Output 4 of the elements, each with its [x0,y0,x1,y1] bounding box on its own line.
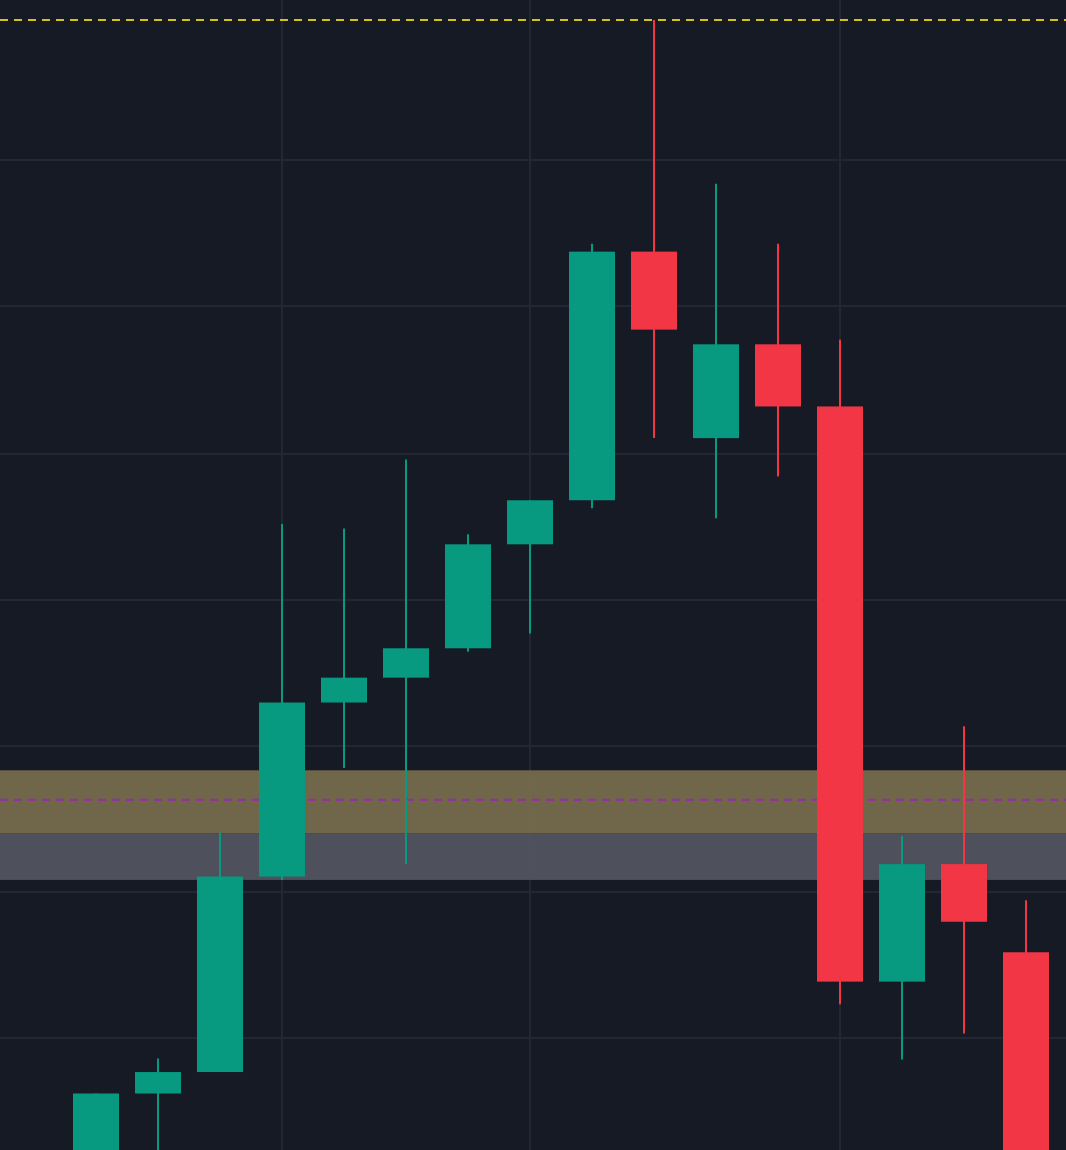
candlestick [383,458,429,866]
candlestick [135,1057,181,1150]
candlestick [507,499,553,635]
candlestick [321,527,367,770]
